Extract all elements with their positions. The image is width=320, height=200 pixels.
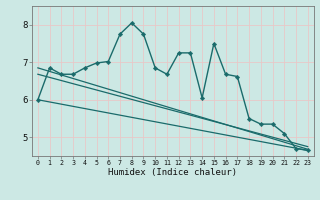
X-axis label: Humidex (Indice chaleur): Humidex (Indice chaleur) (108, 168, 237, 177)
